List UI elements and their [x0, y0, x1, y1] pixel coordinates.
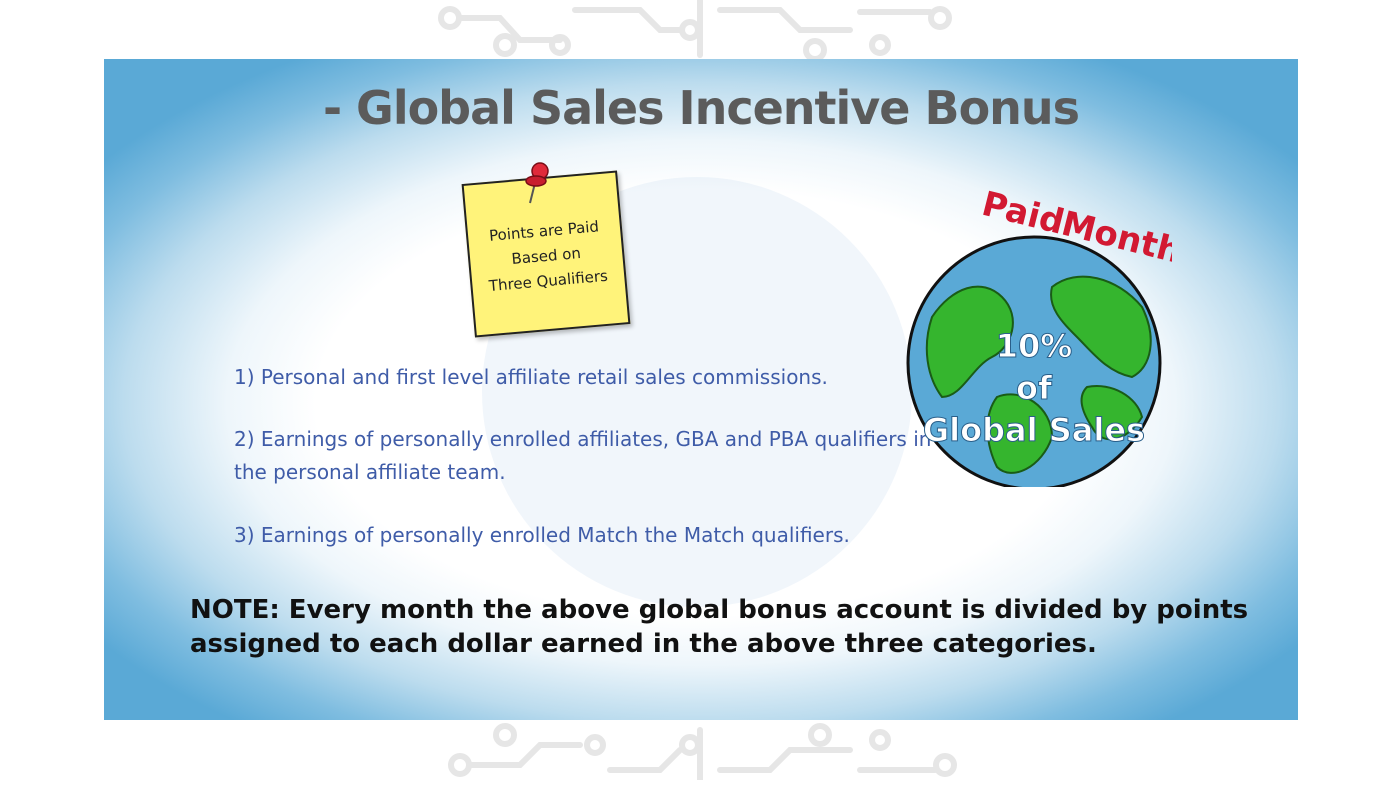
globe-global-sales-text: Global Sales [923, 411, 1145, 449]
note-text: NOTE: Every month the above global bonus… [190, 595, 1249, 659]
globe-land [986, 393, 1054, 474]
qualifier-item: 2) Earnings of personally enrolled affil… [234, 427, 932, 484]
circuit-decoration-top [438, 0, 952, 60]
globe-of-text: of [1016, 369, 1053, 407]
globe-graphic: Paid Monthly 10% of Global Sales [906, 184, 1172, 487]
slide-title: - Global Sales Incentive Bonus [322, 81, 1080, 135]
globe-percent-text: 10% [996, 327, 1073, 365]
push-pin-icon [525, 162, 549, 204]
globe-land [925, 285, 1014, 399]
sticky-note-text: Points are Paid Based on Three Qualifier… [477, 213, 615, 299]
qualifier-item: 1) Personal and first level affiliate re… [234, 365, 828, 389]
qualifier-item: 3) Earnings of personally enrolled Match… [234, 523, 850, 547]
paid-label: Paid [978, 184, 1068, 243]
globe-land [1080, 385, 1144, 441]
circuit-decoration-bottom [448, 723, 957, 780]
slide: - Global Sales Incentive Bonus Points ar… [104, 59, 1298, 720]
globe-land [1050, 275, 1152, 379]
